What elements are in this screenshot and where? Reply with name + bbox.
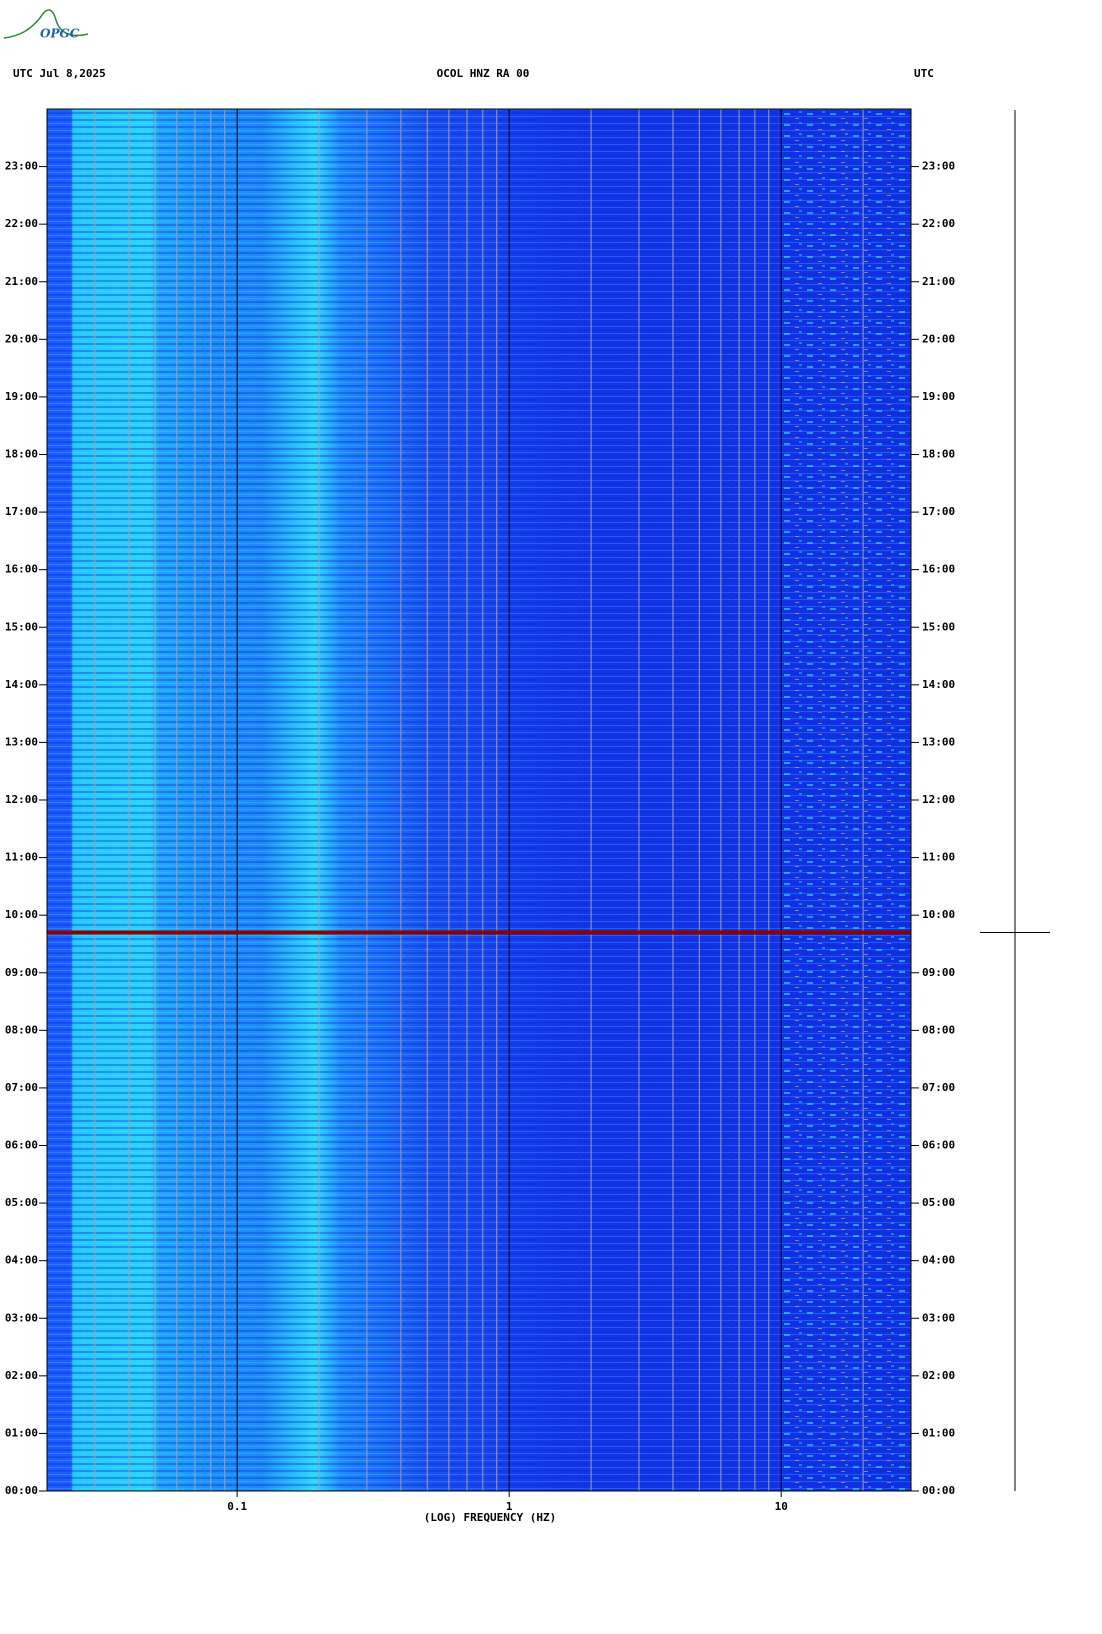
x-tick-label: 1 [506, 1500, 513, 1513]
y-tick-label: 21:00 [5, 275, 38, 288]
y-tick-label: 10:00 [5, 908, 38, 921]
y-tick-label: 20:00 [5, 332, 38, 345]
y-tick-label: 16:00 [5, 563, 38, 576]
y-tick-label: 04:00 [922, 1254, 955, 1267]
y-tick-label: 15:00 [5, 620, 38, 633]
y-tick-label: 11:00 [922, 851, 955, 864]
y-tick-label: 17:00 [5, 505, 38, 518]
y-tick-label: 03:00 [5, 1311, 38, 1324]
chart-title: OCOL HNZ RA 00 [437, 67, 530, 80]
y-tick-label: 18:00 [922, 448, 955, 461]
y-tick-label: 00:00 [922, 1484, 955, 1497]
y-tick-label: 21:00 [922, 275, 955, 288]
logo: OPGC [3, 9, 89, 41]
logo-text: OPGC [40, 27, 80, 41]
y-tick-label: 10:00 [922, 908, 955, 921]
y-tick-label: 14:00 [922, 678, 955, 691]
y-tick-label: 07:00 [922, 1081, 955, 1094]
y-tick-label: 02:00 [922, 1369, 955, 1382]
y-tick-label: 01:00 [922, 1426, 955, 1439]
spectrogram-texture [781, 109, 911, 1491]
y-tick-label: 01:00 [5, 1426, 38, 1439]
y-tick-label: 09:00 [922, 966, 955, 979]
y-tick-label: 12:00 [922, 793, 955, 806]
y-tick-label: 06:00 [922, 1139, 955, 1152]
y-tick-label: 20:00 [922, 332, 955, 345]
y-tick-label: 19:00 [5, 390, 38, 403]
y-tick-label: 00:00 [5, 1484, 38, 1497]
y-tick-label: 16:00 [922, 563, 955, 576]
y-tick-label: 05:00 [5, 1196, 38, 1209]
y-tick-label: 22:00 [922, 217, 955, 230]
y-tick-label: 07:00 [5, 1081, 38, 1094]
y-tick-label: 17:00 [922, 505, 955, 518]
y-tick-label: 04:00 [5, 1254, 38, 1267]
y-tick-label: 09:00 [5, 966, 38, 979]
y-tick-label: 13:00 [922, 735, 955, 748]
y-tick-label: 05:00 [922, 1196, 955, 1209]
right-header: UTC [914, 67, 934, 80]
y-tick-label: 03:00 [922, 1311, 955, 1324]
y-tick-label: 08:00 [922, 1023, 955, 1036]
spectrogram [47, 109, 911, 1491]
left-header: UTC Jul 8,2025 [13, 67, 106, 80]
x-tick-label: 0.1 [227, 1500, 247, 1513]
y-tick-label: 22:00 [5, 217, 38, 230]
y-tick-label: 14:00 [5, 678, 38, 691]
y-tick-label: 23:00 [922, 160, 955, 173]
y-tick-label: 23:00 [5, 160, 38, 173]
y-tick-label: 19:00 [922, 390, 955, 403]
y-tick-label: 13:00 [5, 735, 38, 748]
spectrogram-texture [47, 109, 911, 1491]
x-axis-label: (LOG) FREQUENCY (HZ) [424, 1511, 556, 1524]
y-tick-label: 11:00 [5, 851, 38, 864]
y-tick-label: 18:00 [5, 448, 38, 461]
y-tick-label: 12:00 [5, 793, 38, 806]
y-tick-label: 08:00 [5, 1023, 38, 1036]
plot-frame [46, 108, 912, 1492]
x-tick-label: 10 [775, 1500, 788, 1513]
y-tick-label: 15:00 [922, 620, 955, 633]
y-tick-label: 06:00 [5, 1139, 38, 1152]
y-tick-label: 02:00 [5, 1369, 38, 1382]
